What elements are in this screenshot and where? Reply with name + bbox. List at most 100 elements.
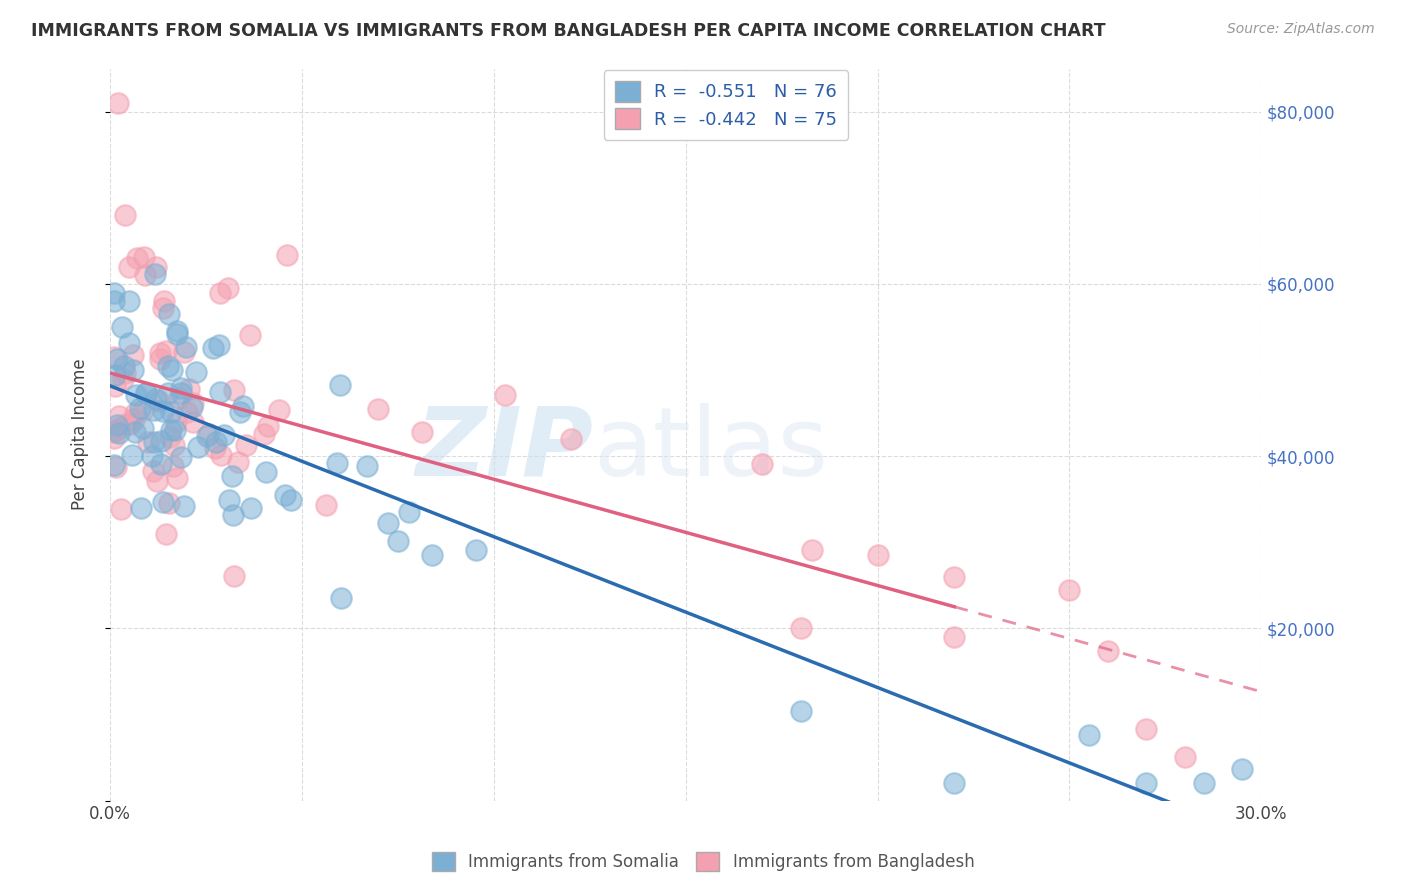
Point xyxy=(253,427,276,442)
Point xyxy=(398,505,420,519)
Point xyxy=(131,421,153,435)
Point xyxy=(204,441,226,455)
Point xyxy=(1097,643,1119,657)
Point xyxy=(221,468,243,483)
Point xyxy=(173,344,195,359)
Point xyxy=(132,403,155,417)
Point xyxy=(103,424,125,438)
Point xyxy=(135,385,157,400)
Point xyxy=(1173,749,1195,764)
Point xyxy=(866,548,889,562)
Point xyxy=(104,379,127,393)
Point xyxy=(124,406,146,420)
Point xyxy=(254,465,277,479)
Point xyxy=(104,368,127,382)
Point xyxy=(107,95,129,110)
Point xyxy=(145,474,167,488)
Point xyxy=(160,405,183,419)
Point xyxy=(790,704,813,718)
Text: ZIP: ZIP xyxy=(416,402,593,496)
Point xyxy=(152,495,174,509)
Point xyxy=(155,344,177,359)
Point xyxy=(157,496,180,510)
Point xyxy=(173,499,195,513)
Point xyxy=(165,415,187,429)
Point xyxy=(122,363,145,377)
Point xyxy=(228,405,250,419)
Point xyxy=(142,434,165,449)
Point xyxy=(110,501,132,516)
Point xyxy=(162,438,184,452)
Point xyxy=(387,534,409,549)
Point xyxy=(108,421,131,435)
Point xyxy=(132,250,155,264)
Text: atlas: atlas xyxy=(593,402,828,496)
Point xyxy=(152,301,174,316)
Point xyxy=(103,458,125,473)
Point xyxy=(163,423,186,437)
Point xyxy=(166,327,188,342)
Point xyxy=(226,455,249,469)
Point xyxy=(205,434,228,449)
Point xyxy=(176,340,198,354)
Point xyxy=(156,385,179,400)
Point xyxy=(125,251,148,265)
Text: IMMIGRANTS FROM SOMALIA VS IMMIGRANTS FROM BANGLADESH PER CAPITA INCOME CORRELAT: IMMIGRANTS FROM SOMALIA VS IMMIGRANTS FR… xyxy=(31,22,1105,40)
Point xyxy=(367,401,389,416)
Y-axis label: Per Capita Income: Per Capita Income xyxy=(72,359,89,510)
Point xyxy=(134,386,156,401)
Point xyxy=(159,430,181,444)
Legend: Immigrants from Somalia, Immigrants from Bangladesh: Immigrants from Somalia, Immigrants from… xyxy=(423,843,983,880)
Point xyxy=(257,419,280,434)
Point xyxy=(790,621,813,635)
Point xyxy=(1230,762,1253,776)
Point xyxy=(181,395,204,409)
Point xyxy=(136,435,159,450)
Point xyxy=(377,516,399,531)
Point xyxy=(181,415,204,429)
Point xyxy=(145,260,167,274)
Point xyxy=(222,508,245,522)
Point xyxy=(276,248,298,262)
Point xyxy=(170,386,193,401)
Point xyxy=(110,319,132,334)
Point xyxy=(195,429,218,443)
Point xyxy=(273,488,295,502)
Point xyxy=(315,498,337,512)
Point xyxy=(108,409,131,424)
Point xyxy=(145,392,167,406)
Point xyxy=(156,359,179,374)
Point xyxy=(155,526,177,541)
Point xyxy=(103,285,125,300)
Point xyxy=(143,402,166,417)
Point xyxy=(103,425,125,439)
Point xyxy=(1077,728,1099,742)
Point xyxy=(751,457,773,471)
Point xyxy=(943,570,966,584)
Point xyxy=(152,294,174,309)
Point xyxy=(150,457,173,471)
Point xyxy=(162,458,184,473)
Point xyxy=(329,591,352,606)
Point xyxy=(166,470,188,484)
Point xyxy=(222,383,245,397)
Point xyxy=(411,425,433,439)
Point xyxy=(356,458,378,473)
Point xyxy=(148,393,170,408)
Point xyxy=(134,268,156,283)
Point xyxy=(114,208,136,222)
Point xyxy=(150,434,173,448)
Point xyxy=(157,307,180,321)
Point xyxy=(167,391,190,405)
Point xyxy=(177,383,200,397)
Point xyxy=(129,401,152,415)
Point xyxy=(326,456,349,470)
Point xyxy=(186,365,208,379)
Point xyxy=(125,388,148,402)
Point xyxy=(108,425,131,440)
Point xyxy=(170,450,193,464)
Point xyxy=(208,286,231,301)
Point xyxy=(1192,776,1215,790)
Point xyxy=(239,501,262,516)
Point xyxy=(222,569,245,583)
